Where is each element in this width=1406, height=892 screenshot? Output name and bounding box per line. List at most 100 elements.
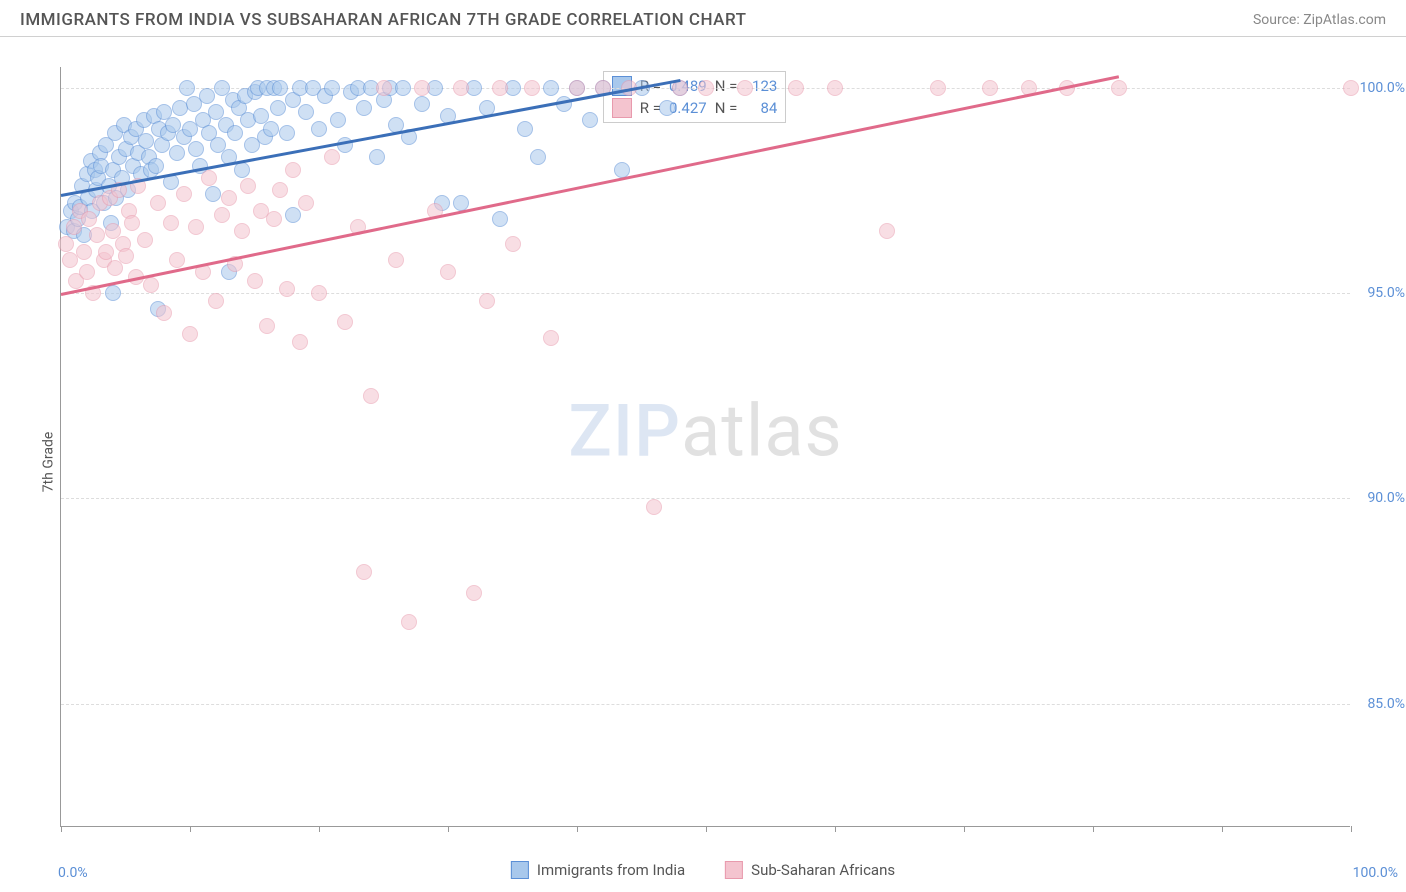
- scatter-point-ssa: [401, 614, 417, 630]
- scatter-point-ssa: [363, 388, 379, 404]
- scatter-point-ssa: [543, 330, 559, 346]
- scatter-point-ssa: [118, 248, 134, 264]
- scatter-point-ssa: [89, 227, 105, 243]
- x-tick: [706, 826, 707, 832]
- scatter-point-ssa: [163, 215, 179, 231]
- scatter-point-ssa: [524, 80, 540, 96]
- scatter-point-ssa: [188, 219, 204, 235]
- scatter-point-ssa: [150, 195, 166, 211]
- x-tick: [835, 826, 836, 832]
- scatter-point-india: [395, 80, 411, 96]
- scatter-point-india: [330, 112, 346, 128]
- scatter-point-india: [517, 121, 533, 137]
- scatter-point-india: [179, 80, 195, 96]
- scatter-point-india: [279, 125, 295, 141]
- scatter-point-india: [205, 186, 221, 202]
- scatter-point-ssa: [879, 223, 895, 239]
- scatter-point-ssa: [58, 236, 74, 252]
- scatter-point-india: [285, 207, 301, 223]
- scatter-point-ssa: [827, 80, 843, 96]
- x-tick: [319, 826, 320, 832]
- y-tick-label: 90.0%: [1367, 490, 1405, 506]
- x-tick: [577, 826, 578, 832]
- x-tick: [964, 826, 965, 832]
- scatter-point-india: [659, 100, 675, 116]
- scatter-point-ssa: [505, 236, 521, 252]
- scatter-point-ssa: [440, 264, 456, 280]
- stats-swatch-ssa: [612, 98, 632, 118]
- scatter-point-ssa: [292, 334, 308, 350]
- scatter-point-ssa: [156, 305, 172, 321]
- scatter-point-ssa: [1343, 80, 1359, 96]
- gridline: [61, 498, 1350, 499]
- stats-n-value-ssa: 84: [745, 99, 777, 117]
- scatter-point-india: [311, 121, 327, 137]
- scatter-point-india: [105, 285, 121, 301]
- scatter-point-ssa: [247, 273, 263, 289]
- scatter-point-ssa: [182, 326, 198, 342]
- scatter-point-india: [543, 80, 559, 96]
- scatter-point-ssa: [737, 80, 753, 96]
- legend-swatch-india: [511, 861, 529, 879]
- scatter-point-ssa: [124, 215, 140, 231]
- scatter-point-india: [169, 145, 185, 161]
- scatter-point-india: [530, 149, 546, 165]
- scatter-point-ssa: [324, 149, 340, 165]
- y-tick-label: 85.0%: [1367, 696, 1405, 712]
- stats-r-label: R =: [640, 99, 661, 117]
- scatter-point-india: [227, 125, 243, 141]
- scatter-point-india: [272, 80, 288, 96]
- scatter-point-india: [453, 195, 469, 211]
- scatter-point-ssa: [66, 219, 82, 235]
- legend-item-india: Immigrants from India: [511, 861, 685, 879]
- legend-label-india: Immigrants from India: [537, 861, 685, 879]
- scatter-point-ssa: [337, 314, 353, 330]
- x-axis-max-label: 100.0%: [1353, 865, 1398, 881]
- scatter-point-ssa: [479, 293, 495, 309]
- scatter-point-ssa: [240, 178, 256, 194]
- scatter-point-india: [199, 88, 215, 104]
- scatter-point-ssa: [930, 80, 946, 96]
- x-tick: [190, 826, 191, 832]
- scatter-point-ssa: [137, 232, 153, 248]
- scatter-point-ssa: [272, 182, 288, 198]
- scatter-point-ssa: [81, 211, 97, 227]
- scatter-point-india: [582, 112, 598, 128]
- scatter-point-ssa: [453, 80, 469, 96]
- scatter-point-ssa: [234, 223, 250, 239]
- watermark-atlas: atlas: [681, 389, 843, 474]
- scatter-point-ssa: [466, 585, 482, 601]
- source-name: ZipAtlas.com: [1303, 12, 1386, 28]
- scatter-point-ssa: [214, 207, 230, 223]
- scatter-point-ssa: [176, 186, 192, 202]
- plot-area: ZIPatlas R =0.489N =123R =0.427N =84 100…: [60, 67, 1350, 827]
- y-tick-label: 100.0%: [1360, 80, 1405, 96]
- scatter-point-ssa: [388, 252, 404, 268]
- chart-header: IMMIGRANTS FROM INDIA VS SUBSAHARAN AFRI…: [0, 0, 1406, 37]
- scatter-point-ssa: [98, 244, 114, 260]
- gridline: [61, 704, 1350, 705]
- gridline: [61, 293, 1350, 294]
- y-axis-title: 7th Grade: [40, 432, 56, 493]
- x-tick: [1093, 826, 1094, 832]
- scatter-point-ssa: [646, 499, 662, 515]
- scatter-point-india: [270, 100, 286, 116]
- chart-container: 7th Grade ZIPatlas R =0.489N =123R =0.42…: [0, 37, 1406, 887]
- scatter-point-ssa: [356, 564, 372, 580]
- scatter-point-india: [298, 104, 314, 120]
- scatter-point-ssa: [285, 162, 301, 178]
- scatter-point-ssa: [221, 190, 237, 206]
- scatter-point-ssa: [982, 80, 998, 96]
- scatter-point-india: [263, 121, 279, 137]
- scatter-point-ssa: [279, 281, 295, 297]
- scatter-point-india: [492, 211, 508, 227]
- scatter-point-ssa: [259, 318, 275, 334]
- legend: Immigrants from India Sub-Saharan African…: [511, 861, 895, 879]
- scatter-point-ssa: [201, 170, 217, 186]
- legend-item-ssa: Sub-Saharan Africans: [725, 861, 895, 879]
- scatter-point-ssa: [698, 80, 714, 96]
- x-tick: [448, 826, 449, 832]
- watermark: ZIPatlas: [568, 389, 842, 474]
- scatter-point-ssa: [1111, 80, 1127, 96]
- scatter-point-ssa: [62, 252, 78, 268]
